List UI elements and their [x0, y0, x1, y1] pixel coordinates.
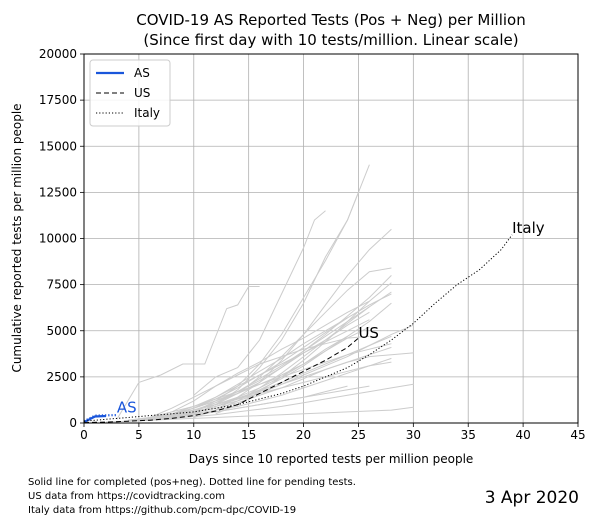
x-tick-label: 40 — [515, 428, 530, 442]
covid-tests-chart: COVID-19 AS Reported Tests (Pos + Neg) p… — [10, 11, 586, 466]
x-tick-label: 15 — [241, 428, 256, 442]
background-series-line — [193, 210, 326, 396]
background-series-line — [149, 335, 370, 418]
y-axis-label: Cumulative reported tests per million pe… — [10, 103, 24, 372]
legend-label-us: US — [134, 86, 150, 100]
background-series-line — [171, 300, 370, 413]
x-axis-label: Days since 10 reported tests per million… — [189, 452, 474, 466]
x-tick-label: 5 — [135, 428, 143, 442]
background-series-line — [149, 311, 370, 418]
background-series-line — [171, 319, 370, 415]
footnote-line-3: Italy data from https://github.com/pcm-d… — [28, 505, 297, 516]
x-tick-label: 45 — [570, 428, 585, 442]
annotation-as: AS — [117, 398, 137, 416]
footnote-line-1: Solid line for completed (pos+neg). Dott… — [28, 477, 356, 488]
x-tick-label: 10 — [186, 428, 201, 442]
background-series-line — [215, 282, 392, 415]
main-series — [83, 234, 513, 424]
y-tick-label: 2500 — [46, 370, 77, 384]
series-line-italy-dotted — [83, 234, 513, 422]
legend-label-as: AS — [134, 66, 150, 80]
x-axis-ticks: 0 5 10 15 20 25 30 35 40 45 — [80, 423, 586, 442]
legend-box — [89, 59, 171, 127]
background-series-line — [116, 286, 260, 420]
x-tick-label: 35 — [461, 428, 476, 442]
legend: AS US Italy — [89, 59, 171, 127]
background-series-line — [193, 267, 392, 415]
y-tick-label: 10000 — [39, 232, 77, 246]
background-series-line — [149, 343, 392, 418]
background-series — [105, 164, 414, 423]
annotation-us: US — [358, 324, 379, 342]
y-tick-label: 5000 — [46, 324, 77, 338]
chart-title: COVID-19 AS Reported Tests (Pos + Neg) p… — [136, 11, 525, 29]
x-tick-label: 30 — [406, 428, 421, 442]
x-tick-label: 25 — [351, 428, 366, 442]
series-line-us-dashed — [83, 337, 359, 424]
y-tick-label: 17500 — [39, 93, 77, 107]
y-axis-ticks: 0 2500 5000 7500 10000 12500 15000 17500 20000 — [39, 47, 84, 430]
background-series-line — [193, 192, 359, 413]
chart-subtitle: (Since first day with 10 tests/million. … — [143, 31, 518, 49]
annotation-italy: Italy — [512, 219, 545, 237]
y-tick-label: 12500 — [39, 185, 77, 199]
date-label: 3 Apr 2020 — [484, 488, 579, 508]
legend-label-italy: Italy — [134, 106, 160, 120]
footnote-line-2: US data from https://covidtracking.com — [28, 491, 225, 502]
background-series-line — [105, 385, 348, 423]
y-tick-label: 15000 — [39, 139, 77, 153]
background-series-line — [193, 291, 392, 413]
y-tick-label: 20000 — [39, 47, 77, 61]
x-tick-label: 0 — [80, 428, 88, 442]
x-tick-label: 20 — [296, 428, 311, 442]
series-annotations: AS US Italy — [117, 219, 545, 417]
y-tick-label: 7500 — [46, 278, 77, 292]
y-tick-label: 0 — [69, 416, 77, 430]
